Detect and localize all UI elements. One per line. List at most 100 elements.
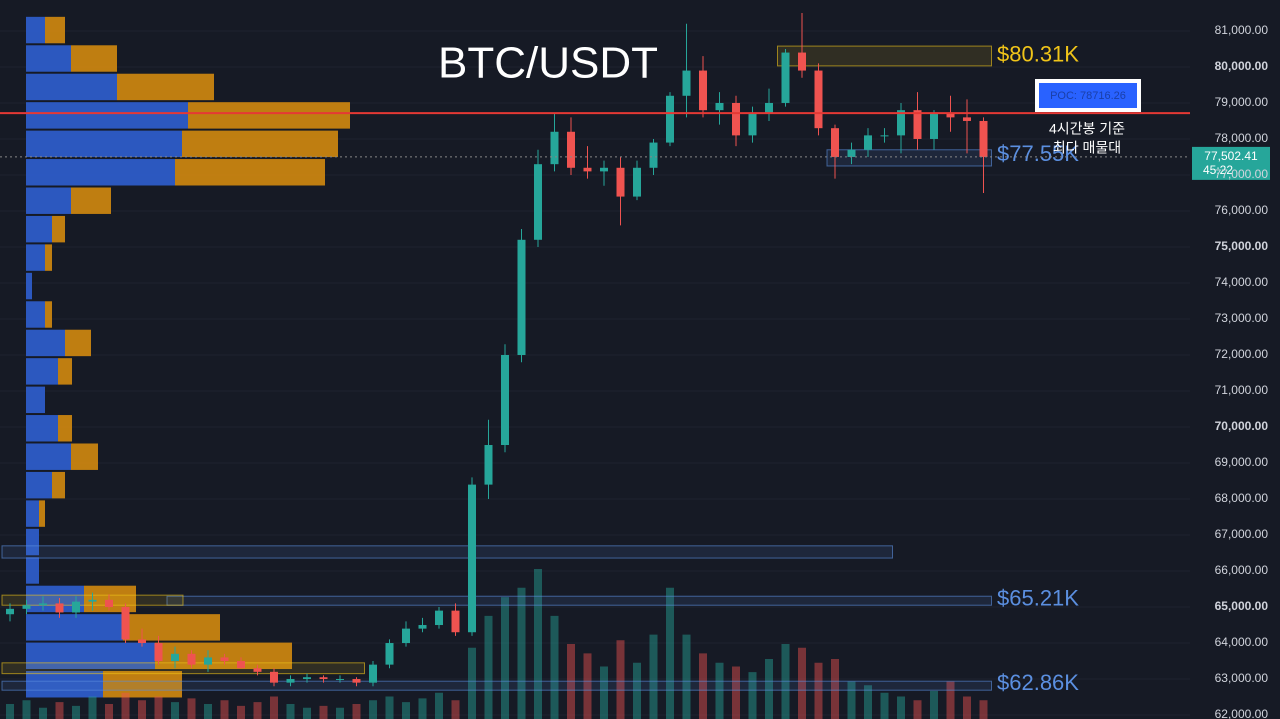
profile-buy bbox=[26, 671, 103, 698]
candle-body bbox=[897, 110, 905, 136]
candle-body bbox=[270, 671, 278, 683]
overlay: $80.31K $77.55K $65.21K $62.86K 77,502.4145:… bbox=[0, 42, 1270, 695]
candle-body bbox=[138, 639, 146, 644]
candle-body bbox=[715, 102, 724, 111]
zone bbox=[1, 545, 893, 559]
candle-body bbox=[484, 445, 493, 485]
candle-body bbox=[699, 70, 707, 111]
price-tag-label: 77,502.41 bbox=[1204, 149, 1258, 163]
volume-bar bbox=[204, 704, 212, 719]
candle-body bbox=[204, 657, 212, 665]
candle-body bbox=[798, 52, 806, 71]
y-tick-label: 76,000.00 bbox=[1215, 203, 1269, 217]
zone bbox=[1, 680, 992, 691]
volume-bar bbox=[880, 692, 889, 719]
volume-bar bbox=[154, 696, 163, 719]
profile-buy bbox=[26, 386, 45, 414]
profile-sell bbox=[71, 45, 117, 72]
volume-bar bbox=[286, 704, 295, 719]
poc-label: POC: 78716.26 bbox=[1050, 90, 1126, 102]
y-tick-label: 62,000.00 bbox=[1215, 707, 1269, 719]
y-tick-label: 70,000.00 bbox=[1215, 419, 1269, 433]
candle-body bbox=[303, 677, 311, 680]
volume-bar bbox=[484, 615, 493, 719]
candle-body bbox=[765, 102, 773, 114]
volume-bar bbox=[385, 696, 394, 719]
poc-note: 최다 매물대 bbox=[1053, 140, 1121, 156]
profile-sell bbox=[39, 500, 45, 527]
profile-buy bbox=[26, 159, 175, 186]
profile-buy bbox=[26, 73, 117, 101]
volume-bar bbox=[831, 659, 839, 719]
profile-buy bbox=[26, 642, 155, 670]
volume-bar bbox=[814, 662, 823, 719]
y-tick-label: 73,000.00 bbox=[1215, 311, 1269, 325]
zone-label: $62.86K bbox=[997, 670, 1079, 695]
y-tick-label: 63,000.00 bbox=[1215, 671, 1269, 685]
profile-sell bbox=[45, 301, 52, 328]
volume-bar bbox=[468, 647, 476, 719]
poc-box bbox=[1039, 83, 1137, 108]
candle-body bbox=[468, 484, 476, 633]
chart-title: BTC/USDT bbox=[438, 39, 658, 88]
profile-sell bbox=[52, 215, 65, 243]
profile-buy bbox=[26, 443, 71, 470]
candle-body bbox=[831, 128, 839, 157]
volume-bar bbox=[72, 705, 80, 719]
candle-body bbox=[385, 643, 394, 665]
volume-bar bbox=[798, 647, 806, 719]
volume-bar bbox=[732, 666, 740, 719]
volume-bar bbox=[550, 615, 559, 719]
candle-body bbox=[369, 664, 377, 683]
volume-bar bbox=[435, 692, 443, 719]
candle-body bbox=[88, 599, 97, 602]
volume-bar bbox=[220, 700, 229, 719]
profile-buy bbox=[26, 272, 32, 300]
candle-body bbox=[814, 70, 823, 129]
candle-body bbox=[121, 607, 130, 640]
candle-body bbox=[913, 110, 922, 139]
candle-body bbox=[616, 167, 625, 197]
volume-bar bbox=[6, 704, 14, 719]
candle-body bbox=[567, 131, 575, 168]
candle-body bbox=[237, 661, 245, 669]
volume-bar bbox=[765, 659, 773, 719]
volume-bar bbox=[451, 700, 460, 719]
volume-bar bbox=[715, 662, 724, 719]
candle-body bbox=[336, 679, 344, 681]
candle-body bbox=[187, 653, 196, 665]
profile-buy bbox=[26, 614, 123, 641]
volume-bar bbox=[748, 672, 757, 719]
zone bbox=[777, 45, 992, 67]
candle-body bbox=[451, 610, 460, 633]
candle-body bbox=[418, 625, 427, 629]
volume-bar bbox=[682, 634, 691, 719]
volume-bar bbox=[583, 653, 592, 719]
volume-bar bbox=[171, 702, 179, 719]
volume-bar bbox=[699, 653, 707, 719]
volume-bar bbox=[336, 707, 344, 719]
profile-buy bbox=[26, 557, 39, 584]
volume-bar bbox=[517, 587, 526, 719]
volume-bar bbox=[616, 640, 625, 719]
candle-body bbox=[649, 142, 658, 168]
candle-body bbox=[979, 120, 988, 157]
profile-buy bbox=[26, 528, 39, 556]
candle-body bbox=[105, 599, 113, 608]
profile-sell bbox=[188, 102, 350, 129]
zone bbox=[166, 595, 992, 606]
volume-bar bbox=[88, 696, 97, 719]
profile-sell bbox=[117, 73, 214, 101]
candle-body bbox=[550, 131, 559, 165]
volume-bar bbox=[22, 700, 31, 719]
volume-bar bbox=[418, 698, 427, 719]
volume-bar bbox=[666, 587, 674, 719]
candle-body bbox=[22, 605, 31, 609]
volume bbox=[6, 569, 988, 719]
profile-buy bbox=[26, 187, 71, 214]
profile-sell bbox=[71, 187, 111, 214]
profile-buy bbox=[26, 358, 58, 385]
volume-bar bbox=[402, 702, 410, 719]
